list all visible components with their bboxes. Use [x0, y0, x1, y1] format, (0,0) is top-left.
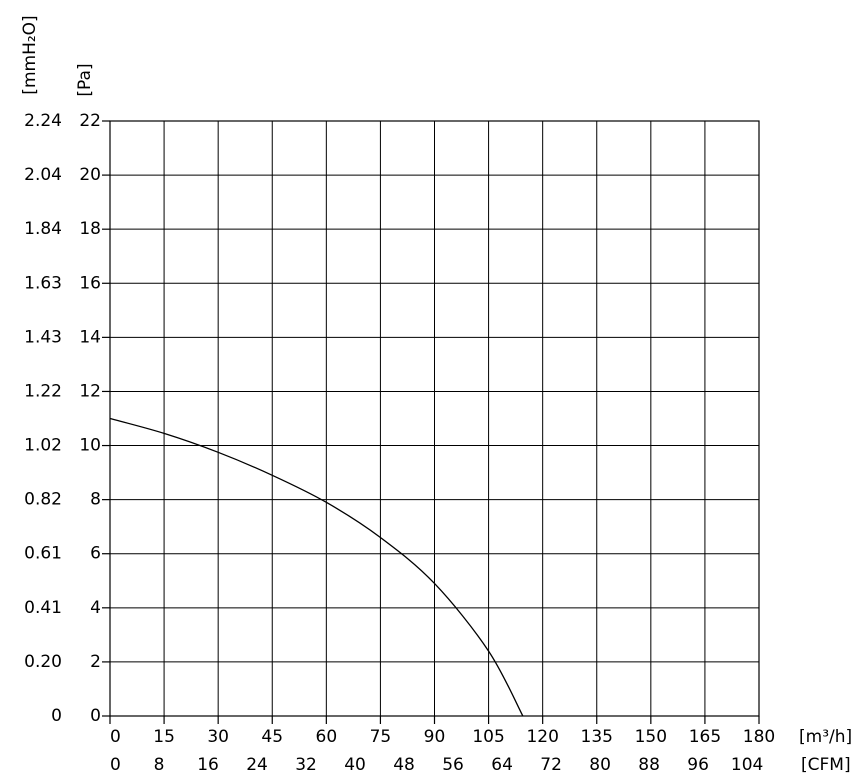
x-tick-label: 180	[743, 727, 775, 747]
x-tick-label: 15	[153, 727, 175, 747]
x-axis-title: [m³/h]	[799, 727, 852, 747]
x-tick-label: 45	[261, 727, 283, 747]
y-tick-label: 2	[90, 652, 101, 672]
x-tick-label: 90	[424, 727, 446, 747]
y2-axis-title: [mmH₂O]	[20, 15, 40, 94]
y2-tick-label: 0.41	[24, 598, 62, 618]
curve	[109, 417, 524, 717]
x-tick-label: 165	[689, 727, 721, 747]
x2-tick-label: 96	[687, 755, 709, 775]
x-tick-label: 30	[207, 727, 229, 747]
y-tick-label: 20	[79, 165, 101, 185]
x2-tick-label: 88	[638, 755, 660, 775]
x-tick-label: 135	[581, 727, 613, 747]
y-tick-label: 0	[90, 706, 101, 726]
x2-axis-title: [CFM]	[801, 755, 851, 775]
x-tick-label: 60	[316, 727, 338, 747]
y2-tick-label: 0	[51, 706, 62, 726]
x-tick-label: 0	[110, 727, 121, 747]
y-tick-label: 18	[79, 219, 101, 239]
y2-tick-label: 1.43	[24, 327, 62, 347]
x2-tick-label: 72	[540, 755, 562, 775]
y-tick-label: 8	[90, 490, 101, 510]
y2-tick-label: 1.84	[24, 219, 62, 239]
y2-tick-label: 2.24	[24, 111, 62, 131]
y2-tick-label: 2.04	[24, 165, 62, 185]
y-tick-label: 4	[90, 598, 101, 618]
y-axis-title: [Pa]	[75, 63, 95, 96]
x2-tick-label: 16	[197, 755, 219, 775]
x2-tick-label: 32	[295, 755, 317, 775]
x2-tick-label: 104	[731, 755, 763, 775]
x-tick-label: 120	[526, 727, 558, 747]
y-tick-label: 6	[90, 544, 101, 564]
x2-tick-label: 24	[246, 755, 268, 775]
x-tick-label: 105	[472, 727, 504, 747]
y-tick-label: 12	[79, 381, 101, 401]
x-tick-label: 150	[635, 727, 667, 747]
x2-tick-label: 56	[442, 755, 464, 775]
x2-tick-label: 0	[110, 755, 121, 775]
y-tick-label: 14	[79, 327, 101, 347]
y-tick-label: 10	[79, 436, 101, 456]
y2-tick-label: 0.20	[24, 652, 62, 672]
x2-tick-label: 40	[344, 755, 366, 775]
x2-tick-label: 80	[589, 755, 611, 775]
y-tick-label: 22	[79, 111, 101, 131]
x2-tick-label: 48	[393, 755, 415, 775]
x2-tick-label: 8	[154, 755, 165, 775]
y-tick-label: 16	[79, 273, 101, 293]
y2-tick-label: 0.61	[24, 544, 62, 564]
y2-tick-label: 1.63	[24, 273, 62, 293]
y2-tick-label: 0.82	[24, 490, 62, 510]
x-tick-label: 75	[370, 727, 392, 747]
x2-tick-label: 64	[491, 755, 513, 775]
y2-tick-label: 1.22	[24, 381, 62, 401]
y2-tick-label: 1.02	[24, 436, 62, 456]
